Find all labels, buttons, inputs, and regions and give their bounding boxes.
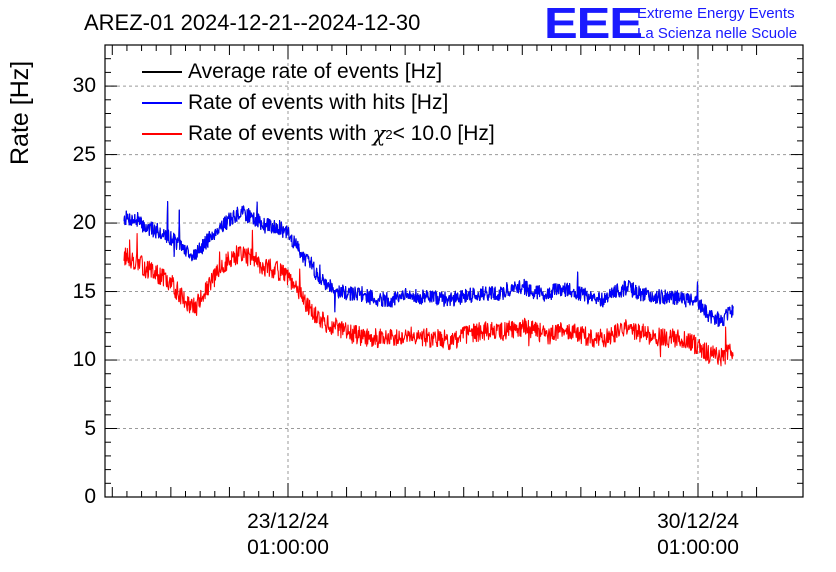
y-tick-label: 10 (72, 348, 96, 372)
chart-title: AREZ-01 2024-12-21--2024-12-30 (84, 10, 421, 35)
series-line-1 (123, 201, 734, 327)
logo-text: Extreme Energy Events La Scienza nelle S… (637, 4, 797, 44)
series-line-2 (123, 229, 734, 367)
plot-frame (104, 44, 804, 498)
y-tick-label: 25 (72, 142, 96, 166)
legend-chi-superscript: 2 (385, 126, 393, 142)
x-tick-date: 30/12/24 (657, 510, 739, 533)
legend-label-chi2-suffix: < 10.0 [Hz] (392, 122, 495, 145)
legend-label-hits: Rate of events with hits [Hz] (188, 91, 449, 114)
y-tick-label: 20 (72, 211, 96, 235)
x-tick-date: 23/12/24 (247, 510, 329, 533)
legend-chi-symbol: χ (372, 122, 386, 146)
y-tick-label: 0 (84, 485, 96, 508)
logo-line-1: Extreme Energy Events (637, 5, 795, 22)
legend-swatch-average (142, 71, 182, 73)
y-tick-label: 5 (84, 416, 96, 440)
y-axis-label: Rate [Hz] (6, 60, 34, 165)
y-tick-label: 15 (72, 279, 96, 303)
axis-ticks (105, 44, 803, 498)
legend-swatch-hits (142, 102, 182, 104)
legend-item-average: Average rate of events [Hz] (142, 59, 442, 85)
x-tick-time: 01:00:00 (657, 536, 739, 559)
y-tick-label: 30 (72, 74, 96, 98)
x-tick-label: 30/12/24 01:00:00 (618, 509, 778, 561)
eee-logo: EEE (544, 0, 643, 48)
legend-swatch-chi2 (142, 133, 182, 135)
legend-label-average: Average rate of events [Hz] (188, 60, 443, 83)
series-layer (123, 201, 734, 367)
x-tick-time: 01:00:00 (247, 536, 329, 559)
legend-item-hits: Rate of events with hits [Hz] (142, 90, 448, 116)
logo-line-2: La Scienza nelle Scuole (637, 25, 798, 42)
x-tick-label: 23/12/24 01:00:00 (208, 509, 368, 561)
legend-label-chi2: Rate of events with (188, 122, 367, 145)
series-line-0 (123, 201, 734, 327)
